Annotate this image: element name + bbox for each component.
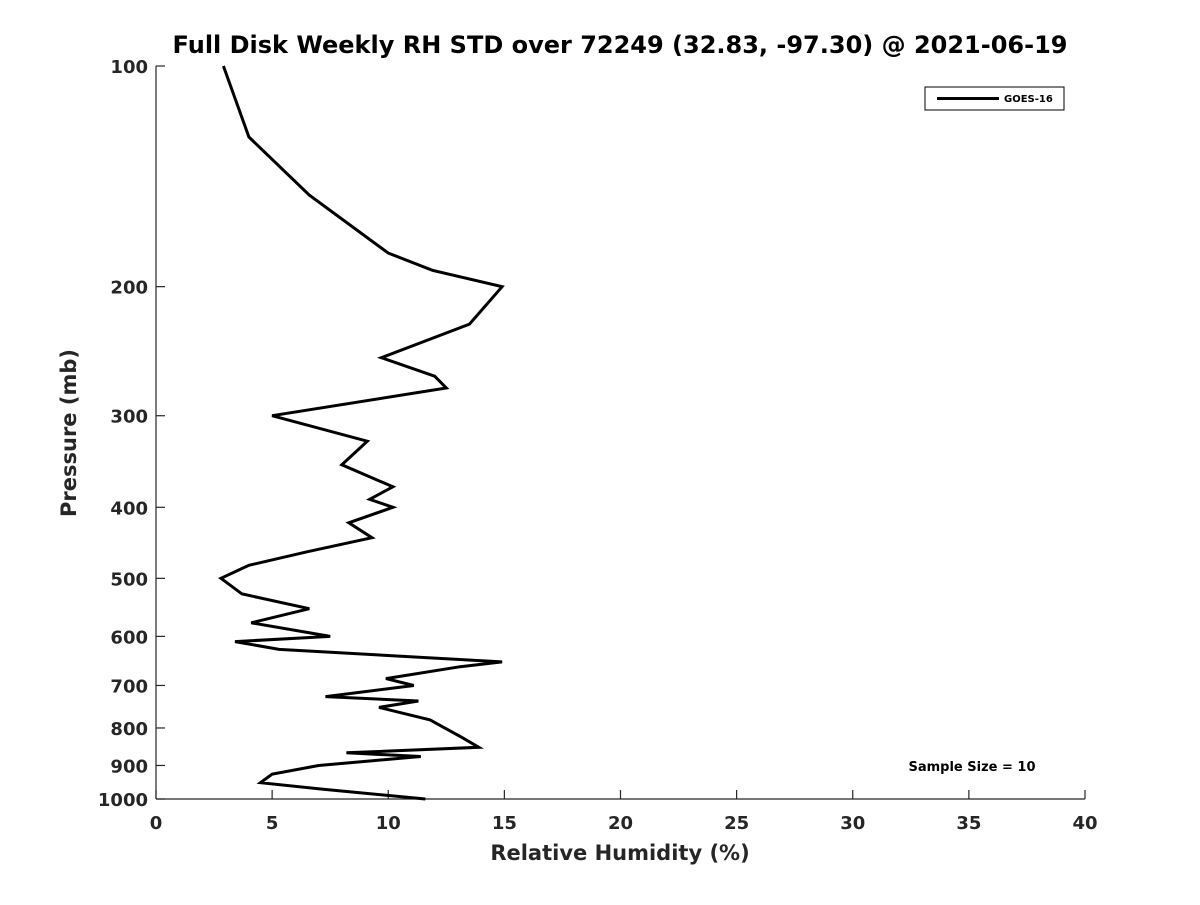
y-tick-label: 300 xyxy=(110,407,148,428)
y-tick-label: 1000 xyxy=(98,790,148,811)
sample-size-annotation: Sample Size = 10 xyxy=(908,760,1035,775)
x-tick-label: 30 xyxy=(840,813,865,834)
y-tick-label: 400 xyxy=(110,498,148,519)
y-tick-label: 900 xyxy=(110,756,148,777)
x-tick-label: 0 xyxy=(150,813,163,834)
y-axis: 100 200 300 400 500 600 700 800 900 1000 xyxy=(98,57,165,811)
x-tick-label: 40 xyxy=(1072,813,1097,834)
x-tick-label: 35 xyxy=(956,813,981,834)
legend-label: GOES-16 xyxy=(1004,94,1053,105)
chart-title: Full Disk Weekly RH STD over 72249 (32.8… xyxy=(173,31,1068,59)
y-tick-label: 800 xyxy=(110,719,148,740)
y-tick-label: 700 xyxy=(110,676,148,697)
series-line-goes-16 xyxy=(218,65,505,801)
y-tick-label: 500 xyxy=(110,569,148,590)
x-axis-label: Relative Humidity (%) xyxy=(490,841,749,865)
legend: GOES-16 xyxy=(924,86,1065,111)
y-tick-label: 200 xyxy=(110,278,148,299)
y-tick-label: 100 xyxy=(110,57,148,78)
series-layer xyxy=(218,65,505,801)
x-tick-label: 20 xyxy=(608,813,633,834)
x-tick-label: 10 xyxy=(376,813,401,834)
x-tick-label: 15 xyxy=(492,813,517,834)
y-tick-label: 600 xyxy=(110,627,148,648)
x-tick-label: 5 xyxy=(266,813,279,834)
x-axis: 0 5 10 15 20 25 30 35 40 xyxy=(150,790,1098,834)
x-tick-label: 25 xyxy=(724,813,749,834)
y-axis-label: Pressure (mb) xyxy=(57,349,81,517)
